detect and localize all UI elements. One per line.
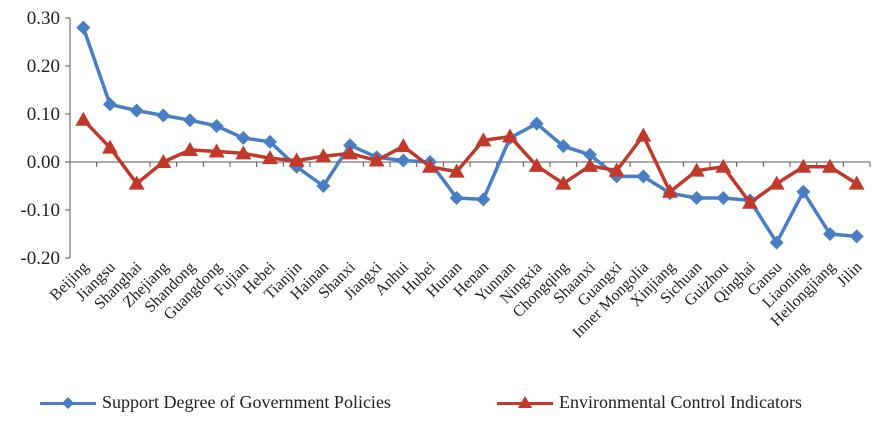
y-tick-label: 0.10	[27, 104, 60, 125]
data-point	[235, 145, 252, 160]
legend-label-0: Support Degree of Government Policies	[102, 392, 391, 412]
data-point	[342, 145, 358, 160]
category-labels: BeijingJiangsuShanghaiZhejiangShandongGu…	[47, 258, 866, 341]
data-point	[315, 148, 332, 163]
data-point	[422, 158, 438, 173]
y-tick-label: -0.20	[20, 248, 60, 269]
data-point	[823, 227, 837, 241]
data-point	[715, 158, 732, 173]
data-point	[476, 192, 491, 207]
data-point	[155, 154, 172, 168]
data-point	[555, 175, 572, 190]
series-1	[75, 111, 865, 209]
data-point	[769, 235, 784, 250]
data-point	[475, 132, 492, 147]
y-tick-label: 0.20	[27, 56, 60, 77]
data-point	[76, 20, 91, 35]
data-point	[103, 97, 117, 112]
data-point	[502, 128, 518, 143]
data-point	[449, 191, 464, 205]
line-chart: 0.30 0.20 0.10 0.00 -0.10 -0.20 BeijingJiangs…	[20, 8, 871, 342]
data-point	[183, 113, 197, 128]
data-point	[263, 134, 277, 149]
data-point	[822, 158, 838, 173]
series-line-0	[81, 27, 857, 245]
data-point	[768, 175, 785, 190]
y-tick-label: -0.10	[20, 200, 60, 221]
data-point	[395, 138, 412, 153]
data-point	[582, 157, 598, 172]
data-point	[556, 139, 571, 154]
data-point	[636, 169, 651, 184]
data-point	[343, 138, 357, 153]
data-point	[796, 184, 811, 199]
data-point	[688, 162, 705, 177]
series-0	[76, 20, 864, 250]
data-point	[583, 147, 597, 162]
data-point	[529, 116, 544, 131]
data-point	[182, 142, 198, 156]
data-point	[262, 150, 278, 165]
data-point	[396, 153, 411, 168]
data-point	[208, 143, 225, 158]
data-point	[742, 194, 758, 209]
data-point	[156, 108, 171, 123]
data-point	[635, 127, 652, 142]
legend-swatch-0	[40, 394, 96, 412]
data-point	[528, 157, 545, 172]
data-point	[849, 229, 864, 244]
x-tick-label: Jilin	[834, 259, 866, 291]
legend-item-0: Support Degree of Government Policies	[40, 392, 391, 413]
data-point	[608, 162, 625, 177]
data-point	[689, 191, 704, 205]
data-point	[102, 139, 118, 154]
data-point	[368, 152, 385, 167]
data-point	[236, 131, 251, 145]
data-point	[288, 152, 305, 167]
data-point	[209, 119, 224, 133]
data-point	[848, 175, 865, 190]
data-point	[662, 183, 678, 198]
data-point	[316, 179, 331, 193]
legend: Support Degree of Government Policies En…	[0, 392, 874, 420]
y-tick-label: 0.30	[27, 8, 60, 29]
series-line-1	[82, 118, 858, 205]
data-point	[448, 163, 465, 178]
legend-item-1: Environmental Control Indicators	[497, 392, 802, 413]
x-axis	[69, 161, 871, 167]
data-point	[795, 158, 812, 173]
data-point	[129, 103, 144, 118]
data-point	[75, 111, 92, 126]
data-point	[716, 191, 731, 205]
series-layer	[75, 20, 865, 250]
y-tick-label: 0.00	[27, 152, 60, 173]
legend-label-1: Environmental Control Indicators	[559, 392, 802, 412]
legend-swatch-1	[497, 394, 553, 412]
data-point	[128, 175, 145, 190]
y-axis: 0.30 0.20 0.10 0.00 -0.10 -0.20	[20, 8, 71, 269]
